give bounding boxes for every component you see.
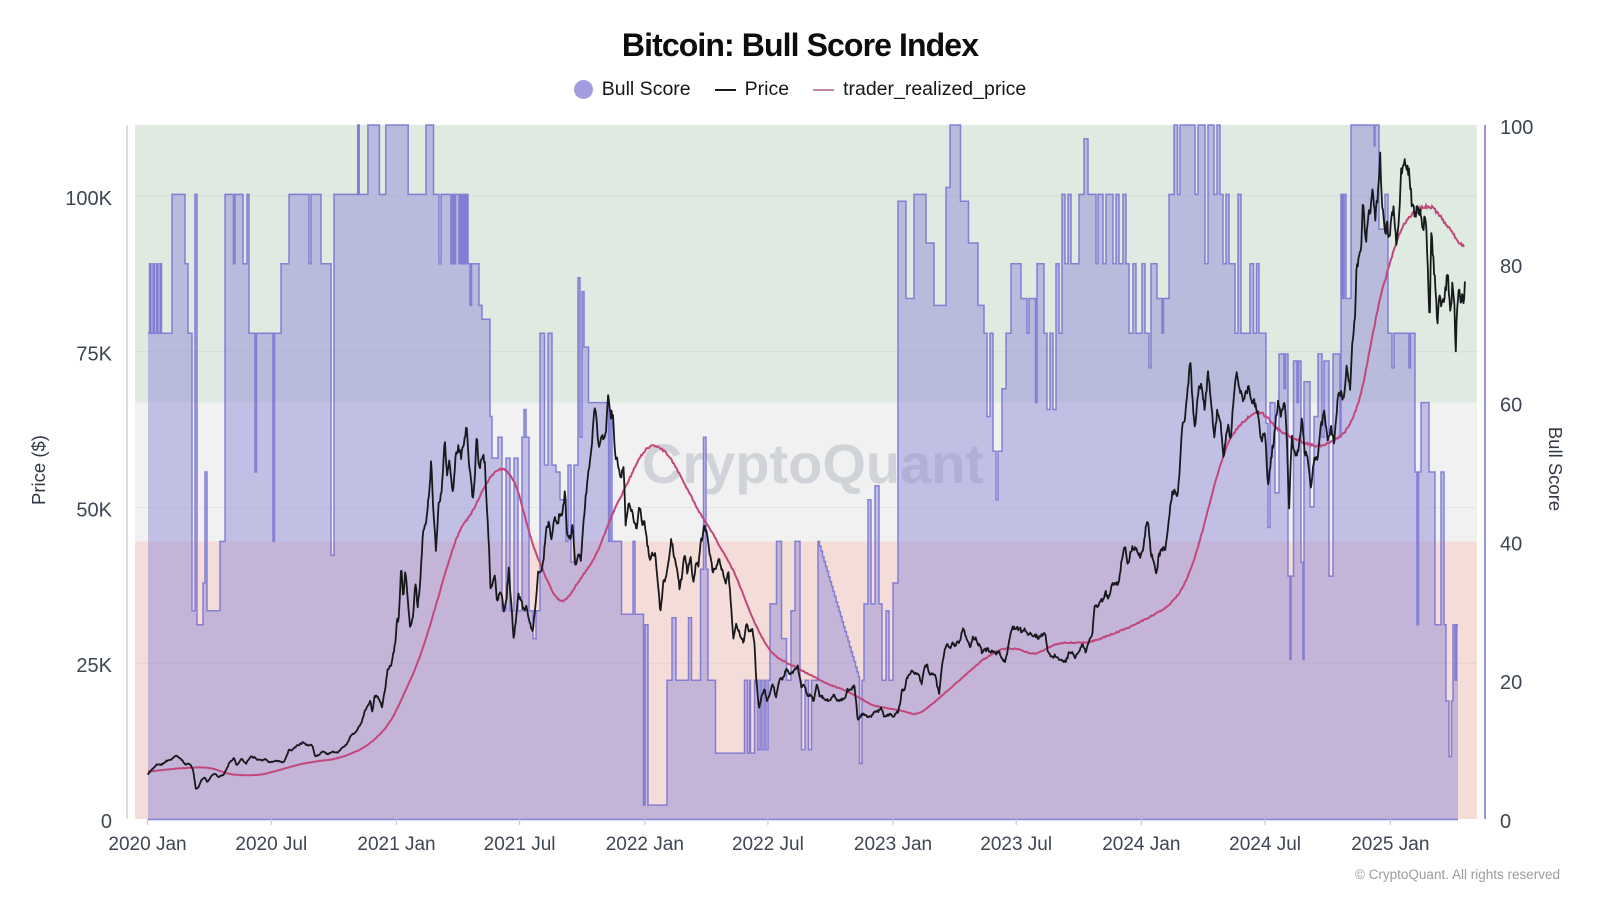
svg-text:25K: 25K	[76, 655, 112, 677]
svg-text:2023 Jan: 2023 Jan	[854, 834, 932, 855]
svg-text:100K: 100K	[65, 188, 112, 210]
svg-text:2024 Jan: 2024 Jan	[1102, 834, 1180, 855]
svg-text:0: 0	[1500, 811, 1511, 833]
svg-text:100: 100	[1500, 117, 1533, 139]
svg-text:20: 20	[1500, 672, 1522, 694]
svg-text:2020 Jul: 2020 Jul	[235, 834, 307, 855]
svg-text:60: 60	[1500, 395, 1522, 417]
svg-text:2021 Jan: 2021 Jan	[357, 834, 435, 855]
svg-text:© CryptoQuant. All rights rese: © CryptoQuant. All rights reserved	[1355, 867, 1560, 882]
svg-text:50K: 50K	[76, 500, 112, 522]
svg-text:2023 Jul: 2023 Jul	[980, 834, 1052, 855]
svg-text:Price ($): Price ($)	[28, 435, 49, 505]
svg-text:80: 80	[1500, 256, 1522, 278]
svg-text:40: 40	[1500, 533, 1522, 555]
svg-text:Bull Score: Bull Score	[1545, 427, 1566, 511]
svg-text:2025 Jan: 2025 Jan	[1351, 834, 1429, 855]
svg-text:75K: 75K	[76, 344, 112, 366]
svg-text:0: 0	[101, 811, 112, 833]
svg-text:2022 Jul: 2022 Jul	[732, 834, 804, 855]
svg-text:2024 Jul: 2024 Jul	[1229, 834, 1301, 855]
svg-text:2022 Jan: 2022 Jan	[606, 834, 684, 855]
svg-text:2021 Jul: 2021 Jul	[484, 834, 556, 855]
svg-text:CryptoQuant: CryptoQuant	[642, 432, 984, 495]
svg-text:2020 Jan: 2020 Jan	[108, 834, 186, 855]
